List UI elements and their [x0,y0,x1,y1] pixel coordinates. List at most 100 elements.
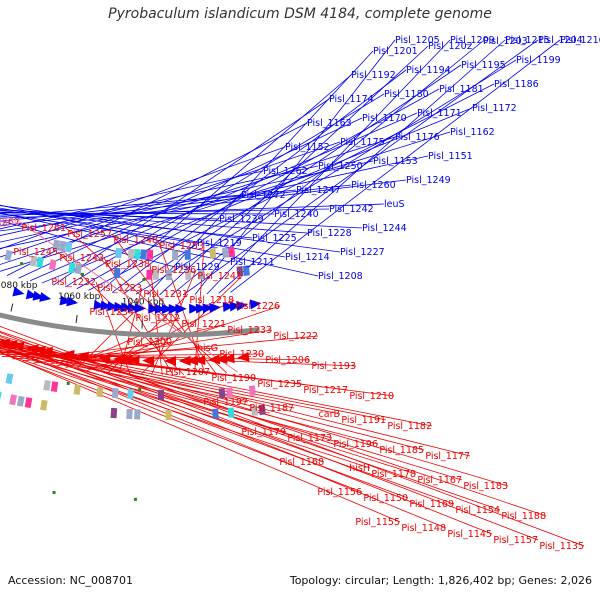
forward-gene-label: Pisl_1201 [373,46,418,57]
forward-gene-leader-line [0,189,297,222]
reverse-gene-arrow [120,355,133,366]
cog-feature-block [157,389,165,400]
reverse-gene-label: Pisl_1207 [165,367,210,378]
forward-gene-leader-line [0,220,176,268]
forward-gene-arrow [229,301,242,312]
reverse-gene-label: Pisl_1248 [113,235,158,246]
cog-feature-block [111,387,119,399]
forward-gene-label: Pisl_1175 [340,137,385,148]
forward-gene-leader-line [123,64,462,294]
forward-gene-arrow [202,303,214,314]
forward-gene-leader-line [0,207,286,258]
cog-feature-block [152,269,159,280]
reverse-gene-label: carB [319,409,340,420]
cog-feature-block [226,387,233,398]
cog-feature-block [115,247,122,259]
reverse-gene-leader-line [0,351,401,523]
reverse-gene-arrow [127,355,140,366]
forward-gene-arrow [100,300,112,311]
reverse-gene-arrow [142,355,155,366]
reverse-gene-label: Pisl_1212 [135,313,180,324]
cog-feature-block [68,262,76,274]
forward-gene-label: Pisl_1249 [406,175,451,186]
forward-gene-label: Pisl_1151 [428,151,473,162]
forward-gene-leader-line [0,213,198,244]
forward-gene-arrow [161,303,174,314]
forward-gene-label: Pisl_1163 [307,118,352,129]
reverse-gene-leader-line [0,336,501,511]
forward-gene-label: Pisl_1219 [197,238,242,249]
reverse-gene-arrow [26,344,39,355]
forward-gene-leader-line [0,160,374,243]
forward-gene-arrow [59,295,72,306]
rna-gene-label: Pisl_R0030 [0,217,20,228]
forward-gene-label: Pisl_1208 [318,271,363,282]
forward-gene-label: Pisl_1199 [516,55,561,66]
forward-gene-label: Pisl_1227 [340,247,385,258]
forward-gene-label: Pisl_1195 [461,60,506,71]
cog-feature-block [5,373,14,385]
forward-gene-arrow [32,290,45,301]
reverse-gene-label: Pisl_1210 [349,391,394,402]
reverse-gene-label: Pisl_1243 [59,253,104,264]
forward-gene-label: Pisl_1225 [252,233,297,244]
forward-gene-arrow [25,289,38,300]
cog-feature-block [24,397,33,409]
forward-gene-arrow [120,302,133,313]
scale-tick-label: 1060 kbp [58,292,101,302]
reverse-gene-leader-line [0,344,447,529]
forward-gene-label: Pisl_1181 [439,84,484,95]
cog-feature-block [134,249,141,260]
cog-feature-block [134,409,141,420]
reverse-gene-label: Pisl_1145 [447,529,492,540]
cog-feature-block [4,249,13,261]
reverse-gene-leader-line [0,338,493,535]
cog-feature-block [221,247,229,258]
reverse-gene-leader-line [0,352,363,493]
forward-gene-arrow [66,296,79,307]
forward-gene-leader-line [0,209,363,229]
forward-gene-label: Pisl_1260 [351,180,396,191]
reverse-gene-label: Pisl_1200 [127,337,172,348]
ring-dot [133,497,137,501]
reverse-gene-label: Pisl_1231 [143,289,188,300]
reverse-gene-label: Pisl_1238 [105,259,150,270]
forward-gene-arrow [175,303,187,314]
genome-summary-text: Topology: circular; Length: 1,826,402 bp… [289,574,592,587]
forward-gene-arrow [93,299,106,310]
cog-feature-block [52,239,61,251]
cog-feature-block [248,385,256,397]
cog-feature-block [146,249,154,260]
cog-feature-block [140,249,147,260]
map-title: Pyrobaculum islandicum DSM 4184, complet… [108,6,492,22]
forward-gene-label: Pisl_1202 [428,41,473,52]
forward-gene-arrow [189,303,201,314]
reverse-gene-label: Pisl_1185 [379,445,424,456]
reverse-gene-label: Pisl_1206 [265,355,310,366]
reverse-gene-leader-line [0,345,341,415]
forward-gene-arrow [113,301,126,312]
ring-dot [142,277,146,281]
ring-dot [52,491,56,495]
cog-feature-block [258,404,266,416]
reverse-gene-label: Pisl_1226 [235,301,280,312]
reverse-gene-leader-line [0,338,471,457]
reverse-gene-label: Pisl_1221 [181,319,226,330]
reverse-gene-label: Pisl_1218 [189,295,234,306]
reverse-gene-label: Pisl_1190 [211,373,256,384]
cog-feature-block [9,394,18,406]
reverse-gene-arrow [112,354,126,365]
forward-gene-label: Pisl_1216 [560,35,600,46]
cog-feature-block [185,269,192,280]
forward-gene-leader-line [0,204,319,277]
reverse-gene-arrow [76,351,90,362]
forward-gene-leader-line [0,136,396,265]
reverse-gene-label: Pisl_1135 [539,541,584,552]
cog-feature-block [127,388,134,400]
forward-gene-leader-line [41,107,473,284]
cog-feature-block [172,249,179,261]
reverse-gene-label: Pisl_1157 [493,535,538,546]
forward-gene-label: Pisl_1239 [219,214,264,225]
forward-gene-label: Pisl_1229 [175,262,220,273]
